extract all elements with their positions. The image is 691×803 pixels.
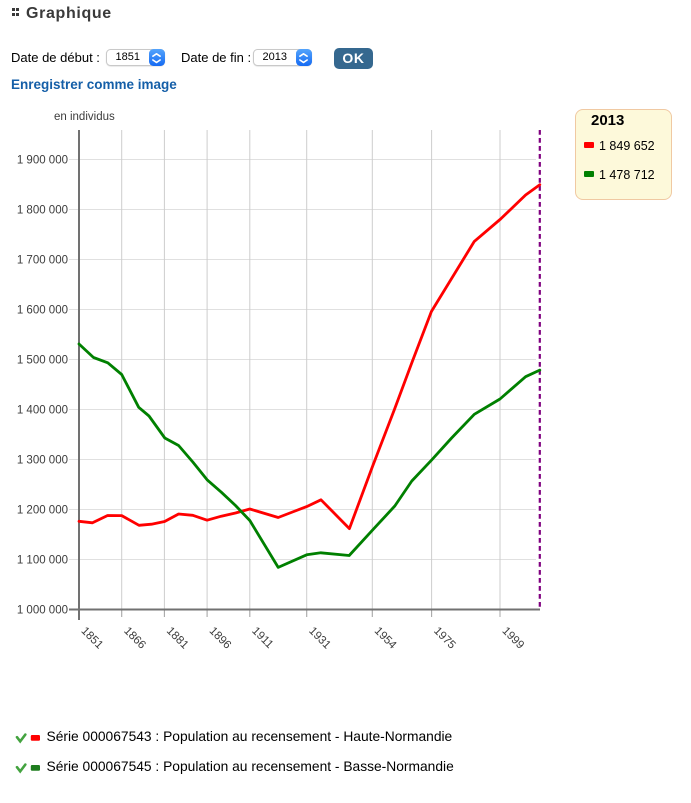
svg-text:1 500 000: 1 500 000 (17, 355, 68, 367)
svg-text:1851: 1851 (79, 625, 106, 652)
svg-text:Série 000067543 : Population a: Série 000067543 : Population au recensem… (47, 729, 453, 744)
svg-text:1911: 1911 (249, 625, 275, 651)
svg-text:1 600 000: 1 600 000 (17, 305, 68, 317)
svg-text:1866: 1866 (121, 625, 148, 652)
svg-text:1999: 1999 (500, 625, 527, 652)
svg-text:1975: 1975 (431, 625, 458, 652)
svg-text:1 800 000: 1 800 000 (17, 205, 68, 217)
svg-text:1 300 000: 1 300 000 (17, 455, 68, 467)
svg-text:1 700 000: 1 700 000 (17, 255, 68, 267)
svg-text:1896: 1896 (207, 625, 234, 652)
svg-text:1954: 1954 (372, 625, 399, 652)
svg-text:1 000 000: 1 000 000 (17, 605, 68, 617)
svg-text:1931: 1931 (306, 625, 333, 652)
svg-text:en individus: en individus (54, 111, 115, 123)
svg-text:1881: 1881 (164, 625, 191, 652)
svg-text:1 900 000: 1 900 000 (17, 155, 68, 167)
svg-text:Série 000067545 : Population a: Série 000067545 : Population au recensem… (47, 759, 455, 774)
svg-text:1 400 000: 1 400 000 (17, 405, 68, 417)
svg-text:1 200 000: 1 200 000 (17, 505, 68, 517)
svg-text:1 100 000: 1 100 000 (17, 555, 68, 567)
